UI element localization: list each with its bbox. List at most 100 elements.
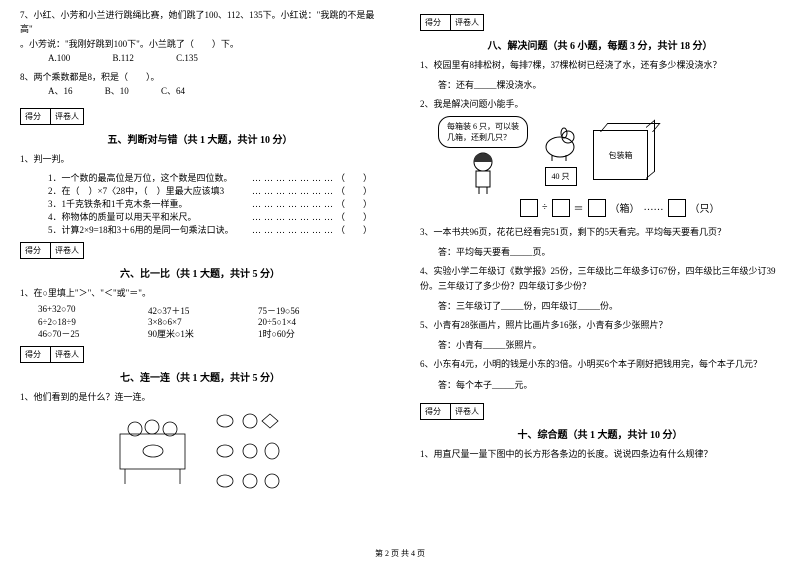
box-unit: （箱） [610, 200, 640, 215]
cmp-2-3: 20÷5○1×4 [258, 317, 368, 327]
judge-3-text: 3．1千克铁条和1千克木条一样重。 [48, 197, 188, 210]
judge-paren: （ ） [336, 173, 372, 183]
score-label: 得分 [21, 243, 51, 258]
cmp-1-3: 75－19○56 [258, 304, 368, 317]
q7-opt-c: C.135 [176, 53, 198, 63]
judge-paren: （ ） [336, 212, 372, 222]
equation: ÷ ＝ （箱） …… （只） [420, 199, 780, 217]
score-label: 得分 [21, 109, 51, 124]
cmp-2-2: 3×8○6×7 [148, 317, 258, 327]
div-sign: ÷ [542, 202, 548, 213]
child-icon [463, 150, 503, 195]
s8-q6-ans: 答：每个本子_____元。 [420, 378, 780, 391]
reviewer-label: 评卷人 [51, 243, 83, 258]
score-box-10: 得分 评卷人 [420, 403, 484, 420]
judge-1: 1．一个数的最高位是万位，这个数是四位数。 …………………（ ） [20, 171, 380, 184]
judge-paren: （ ） [336, 186, 372, 196]
reviewer-label: 评卷人 [451, 15, 483, 30]
q7-options: A.100 B.112 C.135 [20, 51, 380, 65]
eq-box [588, 199, 606, 217]
judge-5: 5．计算2×9=18和3＋6用的是同一句乘法口诀。 …………………（ ） [20, 223, 380, 236]
judge-paren: （ ） [336, 199, 372, 209]
judge-4: 4．称物体的质量可以用天平和米尺。 …………………（ ） [20, 210, 380, 223]
section6-title: 六、比一比（共 1 大题，共计 5 分） [20, 265, 380, 280]
judge-3: 3．1千克铁条和1千克木条一样重。 …………………（ ） [20, 197, 380, 210]
page-footer: 第 2 页 共 4 页 [0, 548, 800, 559]
connect-image [110, 409, 290, 499]
section6-intro: 1、在○里填上"＞"、"＜"或"＝"。 [20, 286, 380, 300]
compare-row-3: 46○70－25 90厘米○1米 1时○60分 [20, 327, 380, 340]
judge-dots: ………………… [252, 225, 336, 235]
q7: 7、小红、小芳和小兰进行跳绳比赛，她们跳了100、112、135下。小红说："我… [20, 8, 380, 66]
right-column: 得分 评卷人 八、解决问题（共 6 小题，每题 3 分，共计 18 分） 1、校… [400, 0, 800, 565]
s8-q1: 1、校园里有8排松树，每排7棵，37棵松树已经浇了水，还有多少棵没浇水？ [420, 58, 780, 72]
judge-1-text: 1．一个数的最高位是万位，这个数是四位数。 [48, 171, 233, 184]
unit: （只） [690, 200, 720, 215]
cmp-2-1: 6÷2○18÷9 [38, 317, 148, 327]
eq-box [552, 199, 570, 217]
q8-opt-a: A、16 [48, 86, 73, 96]
eq-box [668, 199, 686, 217]
s8-q1-ans: 答：还有_____棵没浇水。 [420, 78, 780, 91]
score-label: 得分 [421, 404, 451, 419]
cmp-1-1: 36+32○70 [38, 304, 148, 317]
dog-icon [538, 125, 583, 163]
q8-opt-c: C、64 [161, 86, 185, 96]
q8-line1: 8、两个乘数都是8，积是（ ）。 [20, 70, 380, 84]
score-box-8: 得分 评卷人 [420, 14, 484, 31]
compare-row-2: 6÷2○18÷9 3×8○6×7 20÷5○1×4 [20, 317, 380, 327]
package-box: 包装箱 [593, 130, 648, 180]
s8-q4: 4、实验小学二年级订《数学报》25份，三年级比二年级多订67份，四年级比三年级少… [420, 264, 780, 293]
judge-dots: ………………… [252, 186, 336, 196]
q7-line2: 。小芳说："我刚好跳到100下"。小兰跳了（ ）下。 [20, 37, 380, 51]
section5-intro: 1、判一判。 [20, 152, 380, 166]
s8-q3-ans: 答：平均每天要看_____页。 [420, 245, 780, 258]
cmp-3-3: 1时○60分 [258, 327, 368, 340]
judge-2-text: 2．在（ ）×7〈28中，（ ）里最大应该填3 [48, 184, 224, 197]
cmp-3-2: 90厘米○1米 [148, 327, 258, 340]
s10-q1: 1、用直尺量一量下图中的长方形各条边的长度。说说四条边有什么规律？ [420, 447, 780, 461]
score-label: 得分 [421, 15, 451, 30]
s8-q2: 2、我是解决问题小能手。 [420, 97, 780, 111]
q8-opt-b: B、10 [105, 86, 129, 96]
q7-opt-a: A.100 [48, 53, 70, 63]
s8-q3: 3、一本书共96页，花花已经看完51页，剩下的5天看完。平均每天要看几页？ [420, 225, 780, 239]
judge-4-text: 4．称物体的质量可以用天平和米尺。 [48, 210, 197, 223]
cmp-3-1: 46○70－25 [38, 327, 148, 340]
compare-row-1: 36+32○70 42○37＋15 75－19○56 [20, 304, 380, 317]
judge-5-text: 5．计算2×9=18和3＋6用的是同一句乘法口诀。 [48, 223, 234, 236]
reviewer-label: 评卷人 [451, 404, 483, 419]
eq-box [520, 199, 538, 217]
score-box-5: 得分 评卷人 [20, 108, 84, 125]
section7-q1: 1、他们看到的是什么？连一连。 [20, 390, 380, 404]
s8-q4-ans: 答：三年级订了_____份，四年级订_____份。 [420, 299, 780, 312]
s8-q2-figure: 每箱装 6 只，可以装几箱，还剩几只？ 40 只 包装箱 [420, 116, 780, 195]
q8: 8、两个乘数都是8，积是（ ）。 A、16 B、10 C、64 [20, 70, 380, 99]
score-box-7: 得分 评卷人 [20, 346, 84, 363]
q7-line1: 7、小红、小芳和小兰进行跳绳比赛，她们跳了100、112、135下。小红说："我… [20, 8, 380, 37]
q8-options: A、16 B、10 C、64 [20, 84, 380, 98]
reviewer-label: 评卷人 [51, 347, 83, 362]
section10-title: 十、综合题（共 1 大题，共计 10 分） [420, 426, 780, 441]
judge-dots: ………………… [252, 212, 336, 222]
reviewer-label: 评卷人 [51, 109, 83, 124]
cmp-1-2: 42○37＋15 [148, 304, 258, 317]
left-column: 7、小红、小芳和小兰进行跳绳比赛，她们跳了100、112、135下。小红说："我… [0, 0, 400, 565]
judge-2: 2．在（ ）×7〈28中，（ ）里最大应该填3 …………………（ ） [20, 184, 380, 197]
section7-title: 七、连一连（共 1 大题，共计 5 分） [20, 369, 380, 384]
judge-dots: ………………… [252, 199, 336, 209]
count-box: 40 只 [545, 167, 577, 186]
s8-q5: 5、小青有28张画片，照片比画片多16张，小青有多少张照片？ [420, 318, 780, 332]
s8-q5-ans: 答：小青有_____张照片。 [420, 338, 780, 351]
section5-title: 五、判断对与错（共 1 大题，共计 10 分） [20, 131, 380, 146]
speech-bubble: 每箱装 6 只，可以装几箱，还剩几只？ [438, 116, 528, 148]
box-label: 包装箱 [609, 150, 633, 161]
section8-title: 八、解决问题（共 6 小题，每题 3 分，共计 18 分） [420, 37, 780, 52]
s8-q6: 6、小东有4元，小明的钱是小东的3倍。小明买6个本子刚好把钱用完，每个本子几元？ [420, 357, 780, 371]
dots: …… [644, 202, 664, 213]
score-label: 得分 [21, 347, 51, 362]
q7-opt-b: B.112 [113, 53, 134, 63]
eq-sign: ＝ [574, 200, 584, 215]
score-box-6: 得分 评卷人 [20, 242, 84, 259]
judge-paren: （ ） [336, 225, 372, 235]
